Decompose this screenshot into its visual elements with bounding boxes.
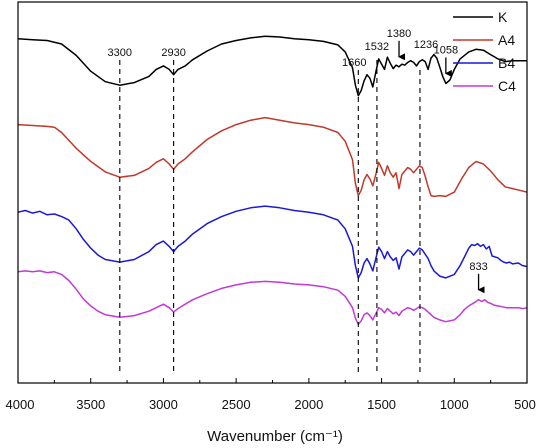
legend: K A4 B4 C4 <box>453 9 516 94</box>
x-tick-label-2000: 2000 <box>294 397 323 412</box>
annotations: 1380 1058 833 <box>387 28 488 294</box>
series-line-k <box>17 35 527 97</box>
reference-lines: 3300 2930 1660 1532 1236 <box>108 39 438 372</box>
reference-label-2930: 2930 <box>161 47 185 59</box>
reference-label-1532: 1532 <box>365 41 389 53</box>
x-tick-label-3000: 3000 <box>149 397 178 412</box>
reference-label-1660: 1660 <box>342 57 366 69</box>
legend-label-b4: B4 <box>498 55 515 71</box>
annotation-label-833: 833 <box>469 261 487 273</box>
legend-label-a4: A4 <box>498 32 515 48</box>
reference-label-1236: 1236 <box>414 39 438 51</box>
series-line-b4 <box>17 205 528 279</box>
x-axis: 4000 3500 3000 2500 2000 1500 1000 500 <box>6 378 536 412</box>
annotation-label-1380: 1380 <box>387 28 411 40</box>
plot-frame <box>17 1 528 384</box>
x-tick-label-4000: 4000 <box>6 397 35 412</box>
x-tick-label-1000: 1000 <box>440 397 469 412</box>
x-tick-label-2500: 2500 <box>222 397 251 412</box>
series-layer <box>17 35 528 326</box>
x-tick-label-1500: 1500 <box>367 397 396 412</box>
legend-label-c4: C4 <box>498 78 516 94</box>
x-tick-label-500: 500 <box>514 397 536 412</box>
reference-label-3300: 3300 <box>108 47 132 59</box>
x-axis-title: Wavenumber (cm⁻¹) <box>207 428 343 445</box>
annotation-label-1058: 1058 <box>434 44 458 56</box>
series-line-a4 <box>17 116 528 198</box>
series-line-c4 <box>17 270 528 326</box>
legend-label-k: K <box>498 9 508 25</box>
x-tick-label-3500: 3500 <box>76 397 105 412</box>
